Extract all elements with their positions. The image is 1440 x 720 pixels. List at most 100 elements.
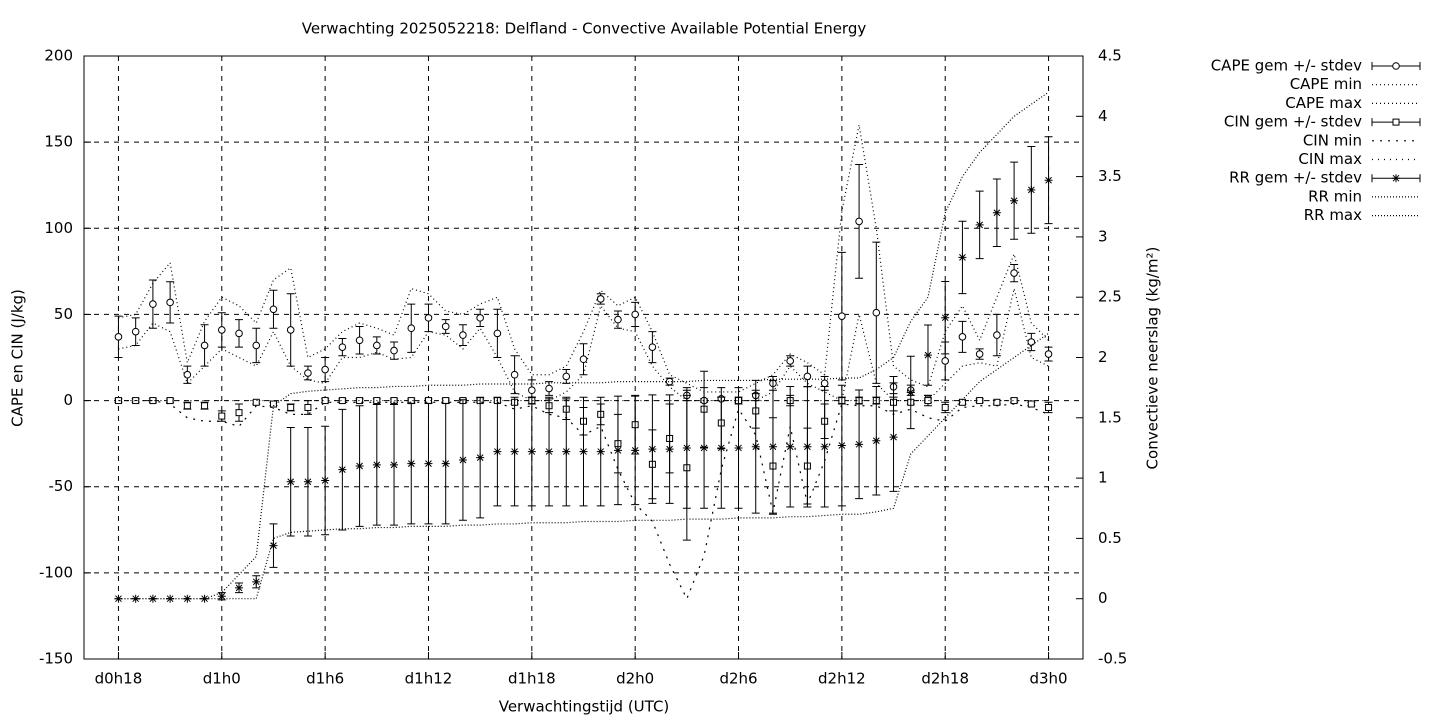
point <box>872 436 881 445</box>
point <box>235 329 243 338</box>
point <box>993 331 1001 339</box>
legend-marker <box>1392 118 1400 126</box>
legend-label: CIN min <box>1303 131 1362 149</box>
point <box>648 445 657 454</box>
x-tick-label: d2h0 <box>616 670 654 688</box>
point <box>545 384 553 393</box>
point <box>149 397 157 405</box>
point <box>321 365 329 374</box>
point <box>545 447 554 456</box>
point <box>665 377 674 386</box>
point <box>476 314 484 322</box>
point <box>958 253 967 262</box>
y-tick-label: -150 <box>39 650 73 668</box>
y-tick-label: -100 <box>39 563 73 581</box>
point <box>200 594 209 603</box>
point <box>407 459 416 468</box>
point <box>217 326 226 334</box>
plot-border <box>83 55 1084 660</box>
point <box>287 403 295 411</box>
point <box>131 594 140 603</box>
point <box>252 341 261 350</box>
point <box>390 346 398 355</box>
point <box>441 322 450 331</box>
point <box>631 310 639 319</box>
legend-label: CIN gem +/- stdev <box>1224 113 1362 131</box>
point <box>372 460 381 469</box>
point <box>648 343 657 351</box>
point <box>442 397 450 405</box>
y-tick-label: 100 <box>44 219 73 237</box>
point <box>269 541 278 550</box>
legend-label: CIN max <box>1298 150 1362 168</box>
y2-tick-label: 4.5 <box>1098 47 1122 65</box>
point <box>1027 400 1035 408</box>
x-tick-label: d3h0 <box>1029 670 1067 688</box>
point <box>1044 350 1053 358</box>
point <box>217 592 226 601</box>
x-tick-label: d0h18 <box>95 670 143 688</box>
point <box>562 372 571 381</box>
y2-tick-label: 3 <box>1098 227 1108 245</box>
point <box>183 402 191 410</box>
point <box>1010 397 1018 405</box>
point <box>286 326 295 334</box>
point <box>579 355 588 364</box>
point <box>924 397 932 405</box>
y2-tick-label: 4 <box>1098 107 1108 125</box>
point <box>407 324 416 333</box>
point <box>183 594 192 603</box>
point <box>562 447 571 456</box>
point <box>424 459 433 468</box>
y2-tick-label: 1 <box>1098 469 1108 487</box>
point <box>976 397 984 405</box>
point <box>837 441 846 450</box>
point <box>286 477 295 486</box>
point <box>1044 176 1053 185</box>
point <box>786 442 795 451</box>
point <box>1027 185 1036 194</box>
point <box>235 409 243 417</box>
point <box>252 398 260 406</box>
line <box>118 91 1049 600</box>
legend-label: CAPE max <box>1285 94 1362 112</box>
point <box>235 583 244 592</box>
line <box>118 332 1049 600</box>
point <box>803 442 812 451</box>
y2-tick-label: 2 <box>1098 348 1108 366</box>
point <box>218 412 226 420</box>
point <box>356 397 364 405</box>
point <box>941 313 950 322</box>
x-tick-label: d1h6 <box>306 670 344 688</box>
point <box>183 370 192 379</box>
y2-tick-label: -0.5 <box>1098 650 1127 668</box>
point <box>941 403 949 411</box>
point <box>303 477 312 486</box>
legend-marker <box>1392 62 1400 70</box>
y2-tick-label: 0 <box>1098 589 1108 607</box>
point <box>114 594 123 603</box>
point <box>458 456 467 465</box>
x-tick-label: d2h12 <box>818 670 866 688</box>
point <box>751 442 760 451</box>
point <box>149 300 157 308</box>
point <box>373 341 381 350</box>
legend-label: CAPE min <box>1290 75 1362 93</box>
legend-label: CAPE gem +/- stdev <box>1211 57 1362 75</box>
point <box>700 443 709 452</box>
x-tick-label: d1h18 <box>508 670 556 688</box>
y2-axis-label: Convectieve neerslag (kg/m²) <box>1144 247 1162 470</box>
point <box>614 315 622 324</box>
point <box>855 217 863 226</box>
point <box>321 397 329 405</box>
point <box>838 312 846 320</box>
y-tick-label: -50 <box>49 477 74 495</box>
point <box>1010 196 1019 205</box>
y-tick-label: 150 <box>44 133 73 151</box>
x-tick-label: d2h18 <box>921 670 969 688</box>
legend-label: RR gem +/- stdev <box>1229 169 1362 187</box>
y2-tick-label: 2.5 <box>1098 288 1122 306</box>
point <box>889 433 898 442</box>
point <box>166 397 174 405</box>
